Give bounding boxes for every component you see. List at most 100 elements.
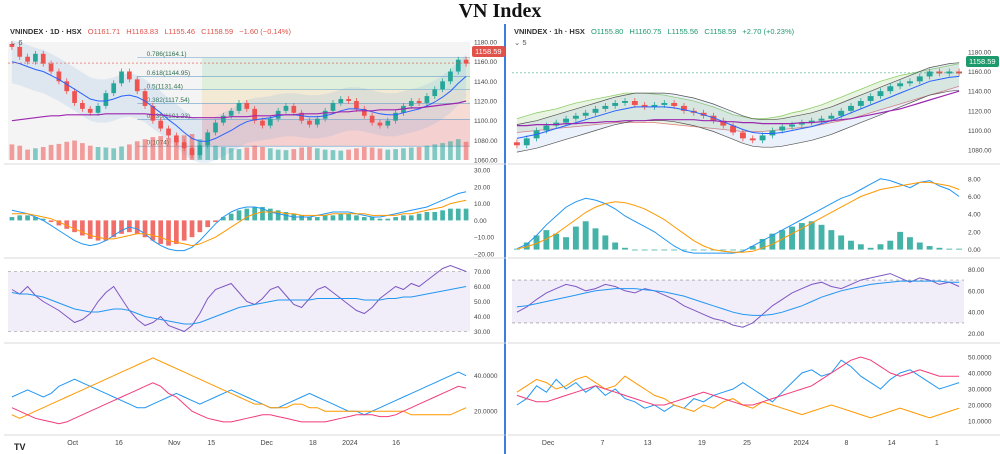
cloud-span-b-line <box>516 85 960 133</box>
hourly-close: C1158.59 <box>704 27 737 36</box>
volume-bar <box>369 147 375 160</box>
price-candle <box>48 63 54 72</box>
price-candle <box>236 102 242 111</box>
price-candle <box>111 83 117 94</box>
ma-slow-line <box>516 90 960 127</box>
dmi-axis-tick: 30.0000 <box>968 387 992 394</box>
volume-bar <box>275 149 281 160</box>
price-candle <box>119 71 124 84</box>
macd-histogram-bar <box>848 240 854 250</box>
price-candle <box>641 104 648 107</box>
price-candle <box>779 126 786 131</box>
price-candle <box>244 102 250 109</box>
daily-change: −1.60 (−0.14%) <box>239 27 291 36</box>
price-candle <box>700 112 707 116</box>
macd-histogram-bar <box>592 228 599 250</box>
macd-histogram-bar <box>818 224 825 250</box>
macd-histogram-bar <box>142 220 148 238</box>
volume-bar <box>267 148 273 160</box>
chart-panel-hourly[interactable]: VNINDEX · 1h · HSX O1155.80 H1160.75 L11… <box>508 24 1000 454</box>
price-candle <box>808 120 815 123</box>
fib-zone <box>202 119 471 147</box>
macd-histogram-bar <box>307 217 312 221</box>
rsi-axis-tick: 70.00 <box>474 269 491 276</box>
price-candle <box>720 120 727 126</box>
x-axis-label: 14 <box>888 440 896 447</box>
macd-histogram-bar <box>946 248 953 250</box>
price-candle <box>523 138 530 146</box>
price-axis-tick: 1160.00 <box>968 69 991 76</box>
daily-indicator-count-value: 6 <box>18 38 23 47</box>
macd-histogram-bar <box>377 218 383 221</box>
price-candle <box>622 101 628 103</box>
volume-bar <box>283 150 289 160</box>
macd-histogram-bar <box>174 220 179 244</box>
macd-histogram-bar <box>275 210 281 221</box>
x-axis-label: Dec <box>542 440 555 447</box>
hourly-low: L1155.56 <box>667 27 699 36</box>
volume-bar <box>56 143 62 160</box>
chart-panel-daily[interactable]: VNINDEX · 1D · HSX O1161.71 H1163.83 L11… <box>4 24 506 454</box>
x-axis-label: 7 <box>600 440 604 447</box>
macd-histogram-bar <box>671 249 678 251</box>
price-candle <box>299 112 304 121</box>
macd-histogram-bar <box>48 220 54 223</box>
macd-histogram-bar <box>220 217 226 221</box>
rsi-axis-tick: 30.00 <box>474 329 491 336</box>
macd-histogram-bar <box>244 208 250 221</box>
price-candle <box>769 130 776 136</box>
macd-histogram-bar <box>127 220 132 233</box>
price-candle <box>582 112 589 116</box>
price-candle <box>572 115 579 119</box>
macd-histogram-bar <box>798 223 805 250</box>
hourly-indicator-count[interactable]: ⌄ 5 <box>514 38 794 47</box>
volume-bar <box>455 139 461 160</box>
tradingview-logo-icon: TV <box>14 442 26 452</box>
price-axis-tick: 1120.00 <box>968 108 991 115</box>
hourly-legend: VNINDEX · 1h · HSX O1155.80 H1160.75 L11… <box>514 27 794 47</box>
price-candle <box>205 132 211 146</box>
price-candle <box>651 104 658 107</box>
macd-histogram-bar <box>448 208 453 221</box>
price-candle <box>95 105 101 113</box>
daily-high: H1163.83 <box>126 27 159 36</box>
x-axis-label: Oct <box>67 440 78 447</box>
price-candle <box>377 122 383 126</box>
macd-histogram-bar <box>808 221 815 250</box>
price-candle <box>252 108 258 121</box>
volume-bar <box>377 148 383 160</box>
macd-axis-tick: 10.00 <box>474 201 491 208</box>
price-candle <box>838 110 845 116</box>
macd-histogram-bar <box>197 220 203 233</box>
volume-bar <box>213 145 218 160</box>
macd-histogram-bar <box>401 215 406 221</box>
macd-histogram-bar <box>80 220 85 236</box>
macd-histogram-bar <box>150 220 156 241</box>
price-candle <box>80 102 85 109</box>
macd-axis-tick: 0.00 <box>474 218 487 225</box>
macd-histogram-bar <box>393 217 398 221</box>
macd-histogram-bar <box>956 248 963 250</box>
volume-bar <box>9 144 15 160</box>
price-candle <box>393 112 398 121</box>
macd-signal-line <box>516 181 960 253</box>
rsi-line <box>516 273 960 328</box>
price-candle <box>25 56 30 62</box>
macd-histogram-bar <box>582 221 589 250</box>
rsi-ma-line <box>516 280 960 316</box>
macd-histogram-bar <box>158 220 164 244</box>
hourly-price-badge: 1158.59 <box>966 56 999 67</box>
macd-histogram-bar <box>213 220 218 223</box>
daily-indicator-count[interactable]: ⌄ 6 <box>10 38 291 47</box>
volume-bar <box>103 147 109 160</box>
macd-histogram-bar <box>523 242 530 250</box>
x-axis-label: 1 <box>935 440 939 447</box>
x-axis-label: 13 <box>644 440 652 447</box>
macd-histogram-bar <box>916 242 923 250</box>
x-axis-label: Nov <box>168 440 181 447</box>
price-candle <box>9 43 15 47</box>
macd-histogram-bar <box>9 217 15 221</box>
x-axis-label: 19 <box>698 440 706 447</box>
macd-histogram-bar <box>361 217 367 221</box>
price-candle <box>926 71 933 77</box>
